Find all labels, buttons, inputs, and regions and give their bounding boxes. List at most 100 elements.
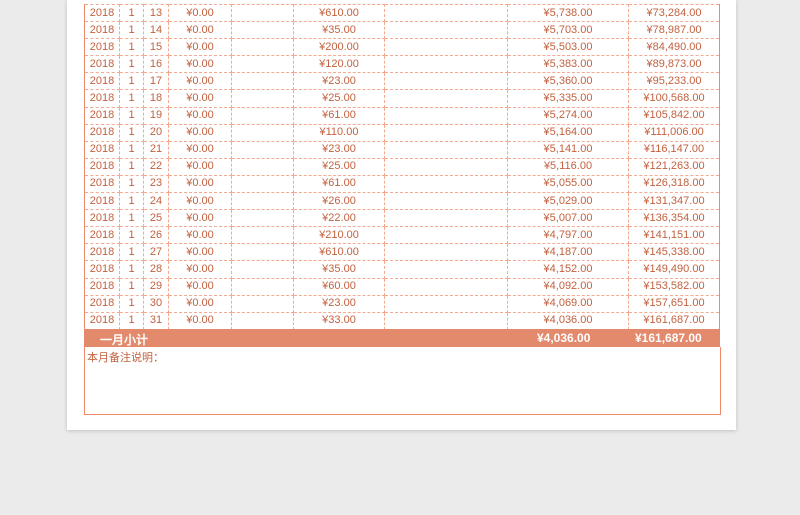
cell-cumulative[interactable]: ¥153,582.00 <box>628 277 720 296</box>
cell-income[interactable]: ¥0.00 <box>168 174 232 194</box>
cell-blank-b[interactable] <box>384 192 508 211</box>
cell-blank-b[interactable] <box>384 38 508 57</box>
cell-cumulative[interactable]: ¥161,687.00 <box>628 311 720 330</box>
cell-balance[interactable]: ¥5,007.00 <box>507 209 629 228</box>
cell-year[interactable]: 2018 <box>84 89 120 108</box>
cell-year[interactable]: 2018 <box>84 209 120 228</box>
cell-year[interactable]: 2018 <box>84 243 120 262</box>
cell-year[interactable]: 2018 <box>84 72 120 91</box>
cell-cumulative[interactable]: ¥157,651.00 <box>628 294 720 313</box>
cell-income[interactable]: ¥0.00 <box>168 3 232 23</box>
cell-year[interactable]: 2018 <box>84 311 120 330</box>
cell-month[interactable]: 1 <box>119 38 144 57</box>
cell-month[interactable]: 1 <box>119 174 144 194</box>
cell-balance[interactable]: ¥5,383.00 <box>507 55 629 74</box>
cell-cumulative[interactable]: ¥126,318.00 <box>628 174 720 194</box>
cell-cumulative[interactable]: ¥89,873.00 <box>628 55 720 74</box>
cell-income[interactable]: ¥0.00 <box>168 89 232 108</box>
cell-month[interactable]: 1 <box>119 123 144 142</box>
cell-blank-a[interactable] <box>231 226 294 245</box>
cell-blank-a[interactable] <box>231 3 294 23</box>
cell-blank-b[interactable] <box>384 243 508 262</box>
cell-blank-b[interactable] <box>384 174 508 194</box>
cell-day[interactable]: 25 <box>143 209 169 228</box>
cell-month[interactable]: 1 <box>119 192 144 211</box>
cell-day[interactable]: 24 <box>143 192 169 211</box>
cell-year[interactable]: 2018 <box>84 157 120 176</box>
cell-day[interactable]: 31 <box>143 311 169 330</box>
cell-balance[interactable]: ¥5,055.00 <box>507 174 629 194</box>
cell-blank-a[interactable] <box>231 294 294 313</box>
cell-day[interactable]: 18 <box>143 89 169 108</box>
cell-income[interactable]: ¥0.00 <box>168 72 232 91</box>
cell-cumulative[interactable]: ¥78,987.00 <box>628 21 720 40</box>
cell-balance[interactable]: ¥5,360.00 <box>507 72 629 91</box>
cell-expense[interactable]: ¥110.00 <box>293 123 385 142</box>
cell-blank-a[interactable] <box>231 192 294 211</box>
cell-year[interactable]: 2018 <box>84 123 120 142</box>
cell-blank-b[interactable] <box>384 209 508 228</box>
cell-expense[interactable]: ¥25.00 <box>293 157 385 176</box>
cell-expense[interactable]: ¥120.00 <box>293 55 385 74</box>
cell-balance[interactable]: ¥4,069.00 <box>507 294 629 313</box>
cell-income[interactable]: ¥0.00 <box>168 106 232 125</box>
cell-income[interactable]: ¥0.00 <box>168 294 232 313</box>
cell-cumulative[interactable]: ¥131,347.00 <box>628 192 720 211</box>
cell-cumulative[interactable]: ¥111,006.00 <box>628 123 720 142</box>
cell-day[interactable]: 22 <box>143 157 169 176</box>
cell-income[interactable]: ¥0.00 <box>168 260 232 279</box>
cell-blank-b[interactable] <box>384 277 508 296</box>
cell-balance[interactable]: ¥5,029.00 <box>507 192 629 211</box>
cell-day[interactable]: 30 <box>143 294 169 313</box>
cell-blank-b[interactable] <box>384 3 508 23</box>
cell-balance[interactable]: ¥4,036.00 <box>507 311 629 330</box>
cell-day[interactable]: 27 <box>143 243 169 262</box>
cell-month[interactable]: 1 <box>119 89 144 108</box>
cell-day[interactable]: 19 <box>143 106 169 125</box>
cell-day[interactable]: 15 <box>143 38 169 57</box>
cell-expense[interactable]: ¥610.00 <box>293 3 385 23</box>
cell-year[interactable]: 2018 <box>84 226 120 245</box>
cell-blank-b[interactable] <box>384 157 508 176</box>
cell-balance[interactable]: ¥5,335.00 <box>507 89 629 108</box>
cell-day[interactable]: 16 <box>143 55 169 74</box>
cell-year[interactable]: 2018 <box>84 38 120 57</box>
cell-expense[interactable]: ¥22.00 <box>293 209 385 228</box>
cell-income[interactable]: ¥0.00 <box>168 192 232 211</box>
cell-balance[interactable]: ¥5,503.00 <box>507 38 629 57</box>
cell-month[interactable]: 1 <box>119 209 144 228</box>
cell-year[interactable]: 2018 <box>84 294 120 313</box>
cell-blank-a[interactable] <box>231 311 294 330</box>
cell-month[interactable]: 1 <box>119 260 144 279</box>
cell-cumulative[interactable]: ¥136,354.00 <box>628 209 720 228</box>
cell-balance[interactable]: ¥5,164.00 <box>507 123 629 142</box>
cell-day[interactable]: 28 <box>143 260 169 279</box>
cell-balance[interactable]: ¥4,187.00 <box>507 243 629 262</box>
cell-blank-b[interactable] <box>384 311 508 330</box>
cell-blank-a[interactable] <box>231 106 294 125</box>
cell-blank-b[interactable] <box>384 106 508 125</box>
cell-expense[interactable]: ¥61.00 <box>293 174 385 194</box>
cell-year[interactable]: 2018 <box>84 277 120 296</box>
cell-month[interactable]: 1 <box>119 72 144 91</box>
cell-expense[interactable]: ¥33.00 <box>293 311 385 330</box>
cell-income[interactable]: ¥0.00 <box>168 123 232 142</box>
cell-cumulative[interactable]: ¥145,338.00 <box>628 243 720 262</box>
cell-income[interactable]: ¥0.00 <box>168 21 232 40</box>
cell-expense[interactable]: ¥60.00 <box>293 277 385 296</box>
cell-income[interactable]: ¥0.00 <box>168 209 232 228</box>
cell-blank-a[interactable] <box>231 38 294 57</box>
cell-balance[interactable]: ¥4,092.00 <box>507 277 629 296</box>
cell-blank-b[interactable] <box>384 89 508 108</box>
cell-income[interactable]: ¥0.00 <box>168 157 232 176</box>
cell-expense[interactable]: ¥200.00 <box>293 38 385 57</box>
cell-year[interactable]: 2018 <box>84 3 120 23</box>
cell-income[interactable]: ¥0.00 <box>168 311 232 330</box>
cell-month[interactable]: 1 <box>119 21 144 40</box>
cell-month[interactable]: 1 <box>119 140 144 159</box>
cell-blank-b[interactable] <box>384 226 508 245</box>
cell-income[interactable]: ¥0.00 <box>168 140 232 159</box>
cell-year[interactable]: 2018 <box>84 106 120 125</box>
cell-income[interactable]: ¥0.00 <box>168 226 232 245</box>
cell-cumulative[interactable]: ¥84,490.00 <box>628 38 720 57</box>
